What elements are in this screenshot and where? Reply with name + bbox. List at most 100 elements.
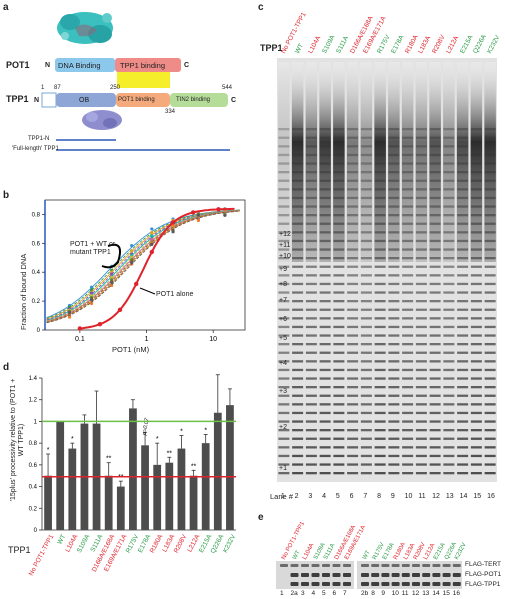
blot-lane-number: 5 — [322, 590, 326, 597]
gel-band — [402, 325, 414, 329]
gel-band — [278, 377, 290, 380]
blot-lane-number: 8 — [371, 590, 375, 597]
bar — [153, 464, 162, 530]
gel-band — [360, 454, 372, 458]
gel-band — [457, 343, 469, 346]
ytick-label-b: 0 — [37, 328, 41, 334]
gel-band — [360, 394, 372, 397]
tpp1-position-544: 544 — [222, 85, 233, 91]
gel-band — [319, 214, 331, 217]
gel-smear — [484, 62, 496, 262]
gel-band — [402, 291, 414, 294]
pot1-domain-dna-binding: DNA Binding — [58, 61, 101, 70]
gel-band — [319, 351, 331, 354]
gel-band — [402, 300, 414, 303]
gel-band — [429, 403, 441, 406]
gel-band — [429, 463, 441, 466]
gel-band — [443, 145, 455, 148]
gel-band — [429, 222, 441, 225]
mutant-point — [89, 285, 94, 289]
gel-band — [402, 257, 414, 260]
blot-band — [343, 573, 351, 577]
gel-band — [457, 472, 469, 475]
blot-lane-number: 12 — [412, 590, 420, 597]
gel-band — [278, 446, 290, 449]
gel-band — [429, 145, 441, 148]
gel-band — [333, 368, 345, 372]
gel-band — [415, 188, 427, 191]
gel-band — [457, 325, 469, 329]
gel-band — [429, 334, 441, 337]
gel-smear — [305, 62, 318, 262]
significance-marker: * — [180, 429, 183, 436]
gel-band — [305, 265, 317, 268]
gel-band — [415, 386, 427, 389]
gel-band — [333, 153, 345, 157]
gel-band — [402, 472, 414, 475]
gel-band — [305, 351, 317, 354]
gel-band — [429, 205, 441, 208]
pot1-alone-point — [117, 307, 123, 312]
pot1-alone-point — [170, 220, 176, 225]
gel-band — [402, 231, 414, 234]
gel-band — [388, 282, 400, 286]
blot-lane-number: 7 — [343, 590, 347, 597]
gel-band — [429, 343, 441, 346]
gel-band — [415, 153, 427, 157]
gel-band — [360, 343, 372, 346]
gel-band — [347, 239, 359, 243]
blot-band — [432, 582, 441, 586]
pot1-n-terminus: N — [45, 62, 51, 69]
gel-band — [429, 162, 441, 165]
gel-band — [360, 368, 372, 372]
gel-band — [457, 411, 469, 415]
gel-band — [402, 437, 414, 440]
gel-band — [278, 153, 290, 157]
gel-band — [305, 188, 317, 191]
gel-band — [415, 317, 427, 320]
gel-band — [333, 403, 345, 406]
gel-band — [305, 463, 317, 466]
gel-band — [402, 360, 414, 363]
gel-band — [443, 136, 455, 139]
tpp1-n-terminus: N — [34, 97, 40, 104]
gel-band — [305, 325, 317, 329]
mutant-point — [171, 223, 175, 227]
gel-band — [457, 231, 469, 234]
panel-c-letter: c — [258, 2, 264, 13]
gel-band — [457, 265, 469, 268]
gel-band — [429, 377, 441, 380]
gel-smear — [346, 62, 359, 262]
gel-band — [319, 188, 331, 191]
gel-band — [347, 274, 359, 277]
gel-band — [319, 257, 331, 260]
gel-band — [388, 274, 400, 277]
gel-band — [429, 257, 441, 260]
gel-band — [347, 222, 359, 225]
gel-band — [333, 136, 345, 139]
gel-band — [333, 377, 345, 380]
gel-band — [402, 214, 414, 217]
blot-label-pot1: FLAG-POT1 — [465, 571, 502, 578]
blot-label-tert: FLAG-TERT — [465, 561, 501, 568]
gel-band — [402, 179, 414, 182]
gel-band — [415, 282, 427, 286]
gel-band — [360, 248, 372, 251]
gel-band — [415, 162, 427, 165]
gel-band — [484, 317, 496, 320]
gel-band — [457, 386, 469, 389]
gel-band — [374, 257, 386, 260]
blot-band — [391, 573, 400, 577]
gel-band — [457, 351, 469, 354]
tpp1-position-334: 334 — [165, 109, 176, 115]
gel-band — [333, 291, 345, 294]
gel-band — [429, 179, 441, 182]
gel-band — [360, 214, 372, 217]
gel-band — [347, 231, 359, 234]
gel-band — [443, 274, 455, 277]
gel-band — [347, 171, 359, 174]
mutant-point — [110, 272, 114, 276]
gel-band — [319, 394, 331, 397]
mutant-point — [110, 275, 114, 279]
gel-band — [374, 239, 386, 243]
